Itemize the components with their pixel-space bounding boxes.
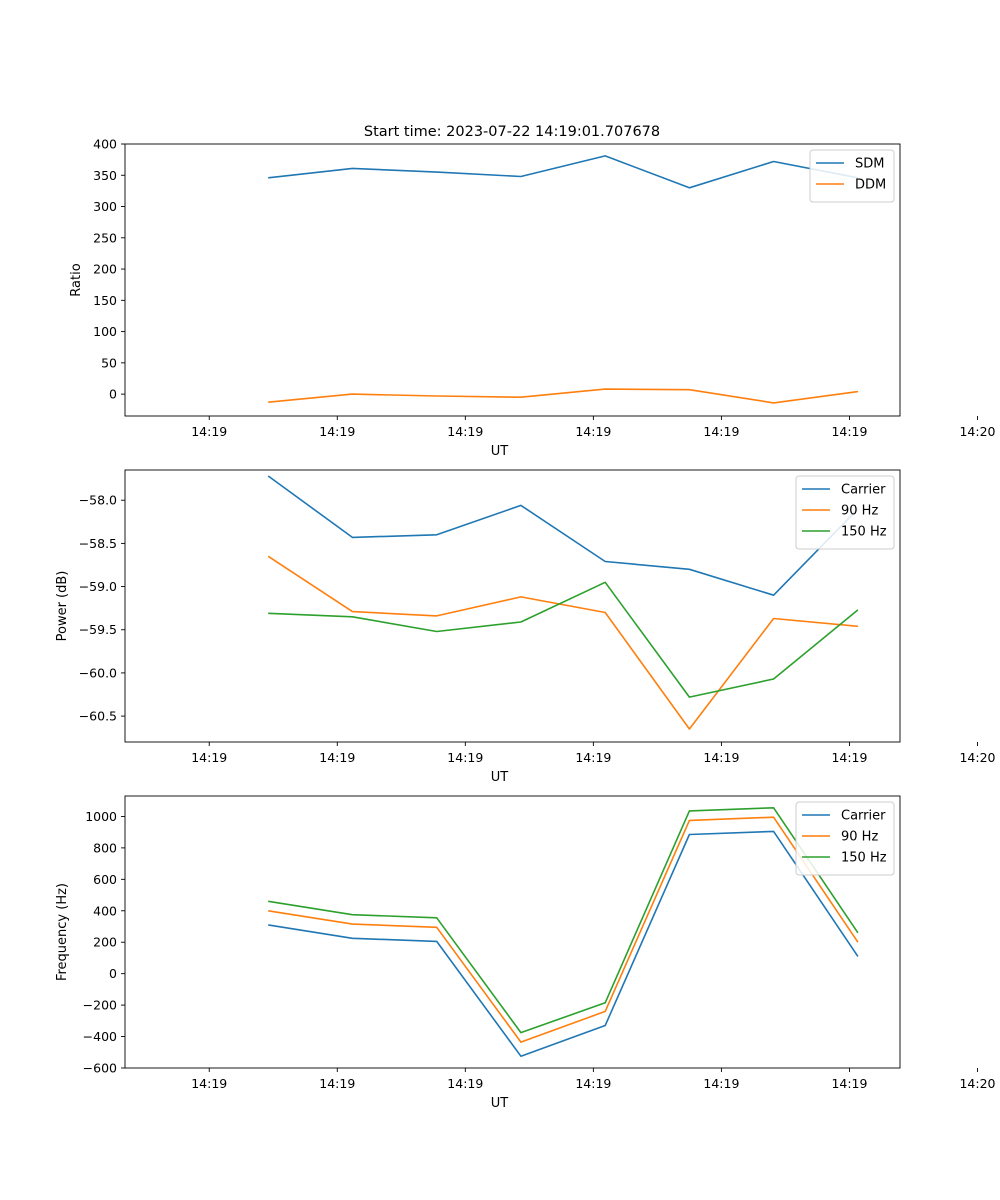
- frequency-x-tick-label: 14:19: [191, 1076, 227, 1091]
- ratio-x-tick-label: 14:19: [703, 424, 739, 439]
- power-y-tick-label: −58.0: [79, 493, 117, 508]
- frequency-y-tick-label: 800: [93, 840, 117, 855]
- ratio-x-tick-label: 14:19: [831, 424, 867, 439]
- frequency-y-tick-label: 1000: [85, 809, 117, 824]
- power-x-tick-label: 14:19: [447, 750, 483, 765]
- ratio-series-sdm-line: [268, 155, 859, 189]
- frequency-legend: Carrier 90 Hz 150 Hz: [795, 801, 895, 876]
- power-legend-label: Carrier: [841, 483, 886, 498]
- frequency-legend-label: 150 Hz: [841, 851, 887, 866]
- ratio-panel: 14:19 14:19 14:19 14:19 14:19 14:19 14:20 0 50 10…: [69, 137, 996, 460]
- power-series-150-hz-line: [268, 581, 859, 698]
- power-x-tick-label: 14:19: [575, 750, 611, 765]
- power-x-tick-label: 14:19: [191, 750, 227, 765]
- ratio-y-tick-label: 250: [93, 230, 117, 245]
- ratio-y-tick-label: 150: [93, 293, 117, 308]
- frequency-y-tick-label: 0: [109, 966, 117, 981]
- figure-title: Start time: 2023-07-22 14:19:01.707678: [364, 124, 660, 140]
- power-x-tick-label: 14:20: [959, 750, 995, 765]
- power-series-carrier-line: [267, 475, 859, 597]
- power-panel: 14:19 14:19 14:19 14:19 14:19 14:19 14:20 −60.5…: [55, 469, 996, 785]
- frequency-y-tick-label: 600: [93, 872, 117, 887]
- frequency-legend-label: Carrier: [841, 809, 886, 824]
- power-legend-label: 150 Hz: [841, 525, 887, 540]
- ratio-y-tick-label: 200: [93, 262, 117, 277]
- power-legend: Carrier 90 Hz 150 Hz: [795, 475, 895, 550]
- ratio-x-tick-label: 14:20: [959, 424, 995, 439]
- frequency-y-tick-label: −400: [83, 1029, 117, 1044]
- power-axes-frame: [124, 469, 901, 743]
- frequency-x-tick-label: 14:19: [703, 1076, 739, 1091]
- ratio-x-axis-label: UT: [491, 444, 509, 459]
- frequency-series-90-hz-line: [268, 816, 859, 1043]
- frequency-y-tick-label: 400: [93, 903, 117, 918]
- power-y-tick-label: −59.5: [79, 622, 117, 637]
- power-x-axis-label: UT: [491, 770, 509, 785]
- frequency-x-axis-label: UT: [491, 1096, 509, 1111]
- frequency-x-tick-label: 14:19: [575, 1076, 611, 1091]
- ratio-y-tick-label: 0: [109, 387, 117, 402]
- frequency-axes-frame: [124, 795, 901, 1069]
- power-y-tick-label: −59.0: [79, 579, 117, 594]
- power-y-tick-label: −60.5: [79, 709, 117, 724]
- frequency-x-tick-label: 14:19: [831, 1076, 867, 1091]
- frequency-series-150-hz-line: [268, 806, 859, 1034]
- ratio-series-ddm-line: [268, 388, 859, 404]
- power-x-tick-label: 14:19: [831, 750, 867, 765]
- frequency-y-tick-label: −600: [83, 1061, 117, 1076]
- ratio-y-tick-label: 50: [101, 355, 117, 370]
- frequency-series-carrier-line: [268, 830, 859, 1057]
- ratio-y-tick-label: 300: [93, 199, 117, 214]
- power-y-axis-label: Power (dB): [55, 571, 70, 642]
- frequency-x-tick-label: 14:19: [447, 1076, 483, 1091]
- power-y-tick-label: −60.0: [79, 665, 117, 680]
- ratio-y-tick-label: 350: [93, 168, 117, 183]
- ratio-legend-label: DDM: [855, 178, 886, 193]
- ratio-axes-frame: [124, 143, 901, 417]
- frequency-panel: 14:19 14:19 14:19 14:19 14:19 14:19 14:20 −600 −…: [55, 795, 996, 1111]
- ratio-legend-label: SDM: [855, 157, 884, 172]
- power-x-tick-label: 14:19: [319, 750, 355, 765]
- frequency-y-axis-label: Frequency (Hz): [55, 883, 70, 981]
- ratio-y-tick-label: 100: [93, 324, 117, 339]
- power-series-90-hz-line: [267, 555, 858, 730]
- ratio-x-tick-label: 14:19: [191, 424, 227, 439]
- ratio-x-tick-label: 14:19: [447, 424, 483, 439]
- ratio-x-tick-label: 14:19: [319, 424, 355, 439]
- frequency-y-tick-label: −200: [83, 998, 117, 1013]
- power-legend-label: 90 Hz: [841, 504, 878, 519]
- ratio-y-axis-label: Ratio: [69, 263, 84, 296]
- frequency-y-tick-label: 200: [93, 935, 117, 950]
- ratio-legend: SDM DDM: [809, 149, 895, 203]
- frequency-x-tick-label: 14:19: [319, 1076, 355, 1091]
- power-x-tick-label: 14:19: [703, 750, 739, 765]
- ratio-x-tick-label: 14:19: [575, 424, 611, 439]
- ratio-y-tick-label: 400: [93, 137, 117, 152]
- power-y-tick-label: −58.5: [79, 536, 117, 551]
- frequency-x-tick-label: 14:20: [959, 1076, 995, 1091]
- frequency-legend-label: 90 Hz: [841, 830, 878, 845]
